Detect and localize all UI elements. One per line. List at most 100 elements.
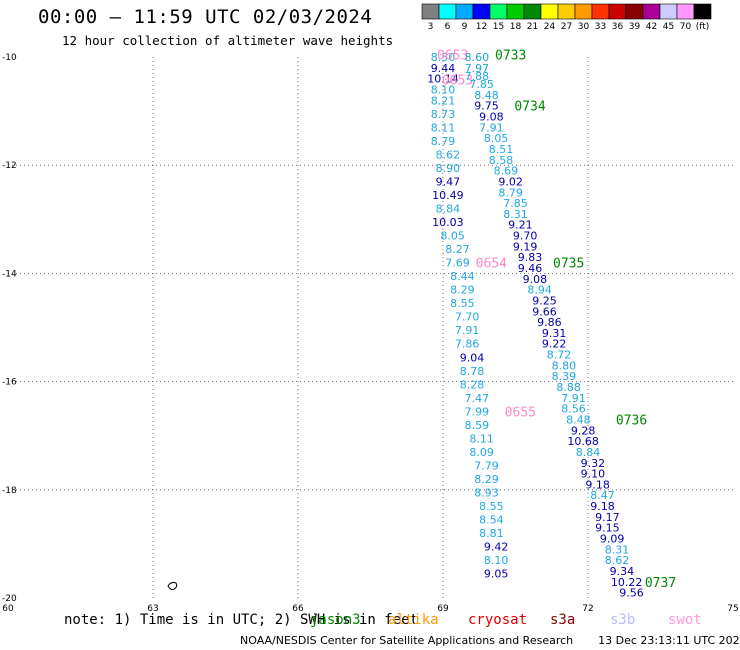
pass-time-label: 0735	[553, 257, 584, 272]
y-tick-label: -14	[2, 269, 17, 279]
wave-height-value: 9.31	[542, 327, 567, 340]
wave-height-value: 9.47	[436, 175, 461, 188]
wave-height-value: 9.10	[581, 468, 606, 481]
wave-height-value: 9.02	[498, 175, 523, 188]
colorbar-swatch	[455, 3, 474, 20]
wave-height-value: 9.25	[532, 294, 557, 307]
wave-height-value: 9.17	[595, 511, 620, 524]
wave-height-value: 8.50	[431, 51, 456, 64]
island-outline	[167, 581, 178, 591]
wave-height-value: 9.21	[508, 219, 533, 232]
wave-height-value: 10.22	[611, 576, 643, 589]
wave-height-value: 8.94	[527, 284, 552, 297]
footer-agency: NOAA/NESDIS Center for Satellite Applica…	[240, 634, 574, 647]
wave-height-value: 7.91	[455, 324, 480, 337]
wave-height-value: 8.11	[469, 432, 494, 445]
colorbar-swatch	[472, 3, 491, 20]
wave-height-value: 9.42	[484, 541, 509, 554]
legend-s3b: s3b	[610, 612, 636, 628]
wave-height-value: 8.81	[479, 527, 504, 540]
colorbar-swatch	[421, 3, 440, 20]
pass-time-label: 0653	[442, 74, 473, 89]
pass-time-label: 0736	[616, 413, 647, 428]
colorbar-label: 15	[493, 22, 504, 32]
wave-height-value: 7.70	[455, 311, 480, 324]
wave-height-value: 10.49	[432, 189, 464, 202]
legend-cryosat: cryosat	[468, 612, 528, 628]
wave-height-value: 8.58	[489, 154, 514, 167]
wave-height-value: 9.28	[571, 424, 596, 437]
colorbar-swatch	[642, 3, 661, 20]
wave-height-value: 10.03	[432, 216, 464, 229]
colorbar-label: 30	[578, 22, 590, 32]
wave-height-value: 9.86	[537, 316, 562, 329]
wave-height-value: 7.99	[465, 405, 490, 418]
colorbar-swatch	[625, 3, 644, 20]
wave-height-value: 8.80	[552, 359, 577, 372]
colorbar-swatch	[693, 3, 712, 20]
wave-height-value: 8.88	[556, 381, 581, 394]
colorbar-swatch	[489, 3, 508, 20]
wave-height-value: 9.18	[585, 478, 610, 491]
wave-height-value: 9.66	[532, 305, 557, 318]
wave-height-value: 9.22	[542, 338, 567, 351]
y-tick-label: -16	[2, 378, 17, 388]
legend-altika: altika	[388, 612, 439, 628]
wave-height-value: 8.54	[479, 514, 504, 527]
colorbar-label: 33	[595, 22, 606, 32]
wave-height-value: 9.56	[619, 587, 644, 600]
y-tick-label: -18	[2, 486, 17, 496]
colorbar-label: 27	[561, 22, 572, 32]
colorbar-label: 6	[445, 22, 451, 32]
colorbar-label: 39	[629, 22, 641, 32]
colorbar-swatch	[506, 3, 525, 20]
wave-height-value: 8.10	[484, 554, 509, 567]
wave-height-value: 8.21	[431, 94, 456, 107]
footer: NOAA/NESDIS Center for Satellite Applica…	[240, 634, 740, 647]
wave-height-value: 8.93	[474, 487, 499, 500]
colorbar-swatch	[438, 3, 457, 20]
wave-height-value: 8.56	[561, 403, 586, 416]
y-tick-label: -20	[2, 594, 17, 604]
pass-time-label: 0737	[645, 576, 676, 591]
colorbar-swatch	[676, 3, 695, 20]
wave-height-value: 9.18	[590, 500, 615, 513]
wave-height-value: 9.05	[484, 568, 509, 581]
wave-height-value: 8.48	[566, 413, 591, 426]
wave-height-value: 7.69	[445, 257, 470, 270]
wave-height-value: 8.84	[576, 446, 601, 459]
wave-height-value: 7.85	[469, 78, 494, 91]
colorbar-swatch	[557, 3, 576, 20]
wave-height-value: 9.08	[479, 111, 504, 124]
colorbar-swatch	[540, 3, 559, 20]
wave-height-value: 7.91	[561, 392, 586, 405]
wave-height-value: 8.48	[474, 89, 499, 102]
wave-height-value: 8.44	[450, 270, 475, 283]
x-tick-label: 69	[437, 604, 449, 614]
x-tick-label: 63	[147, 604, 158, 614]
x-tick-label: 66	[292, 604, 304, 614]
wave-height-value: 8.62	[436, 148, 461, 161]
wave-height-value: 9.83	[518, 251, 543, 264]
colorbar-swatch	[591, 3, 610, 20]
wave-height-value: 7.85	[503, 197, 528, 210]
wave-height-value: 8.27	[445, 243, 470, 256]
legend-swot: swot	[668, 612, 702, 628]
wave-height-value: 8.47	[590, 489, 615, 502]
wave-height-value: 8.39	[552, 370, 577, 383]
wave-height-value: 9.04	[460, 351, 485, 364]
wave-height-value: 8.72	[547, 349, 572, 362]
wave-height-value: 8.51	[489, 143, 514, 156]
x-tick-label: 72	[582, 604, 593, 614]
wave-height-value: 8.55	[479, 500, 504, 513]
wave-height-value: 7.97	[465, 62, 490, 75]
wave-height-value: 8.55	[450, 297, 475, 310]
wave-height-value: 8.59	[465, 419, 490, 432]
wave-height-value: 7.47	[465, 392, 490, 405]
wave-height-value: 8.09	[469, 446, 494, 459]
wave-height-value: 8.78	[460, 365, 485, 378]
wave-height-value: 8.60	[465, 51, 490, 64]
wave-height-value: 9.34	[610, 565, 635, 578]
colorbar-swatch	[523, 3, 542, 20]
